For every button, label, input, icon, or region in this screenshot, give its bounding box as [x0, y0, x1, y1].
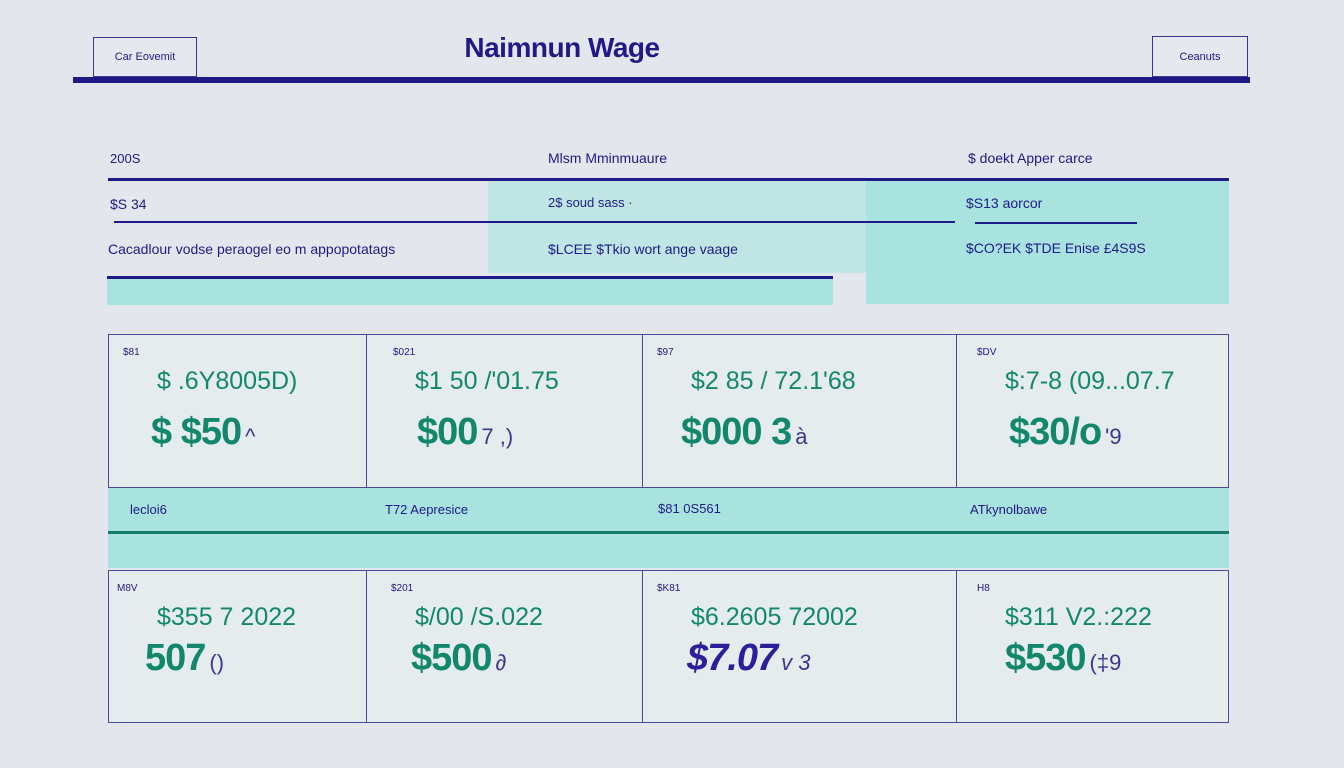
- band-label: T72 Aepresice: [385, 502, 469, 517]
- table-row1-cell3: $S13 aorcor: [966, 195, 1043, 211]
- card-label: H8: [977, 583, 990, 594]
- card-value: $7.07 v 3: [687, 637, 811, 679]
- left-header-button-label: Car Eovemit: [114, 51, 176, 63]
- wage-card: H8 $311 V2.:222 $530 (‡9: [956, 570, 1229, 723]
- card-value: $30/o '9: [1009, 411, 1122, 453]
- table-header-year: 200S: [110, 151, 141, 166]
- card-label: $021: [393, 347, 416, 358]
- table-row1-divider: [114, 221, 955, 223]
- card-label: $97: [657, 347, 674, 358]
- table-row1-cell2: 2$ soud sass ·: [548, 195, 633, 210]
- table-row2-cell2: $LCEE $Tkio wort ange vaage: [548, 241, 738, 257]
- wage-card: $81 $ .6Y8005D) $ $50 ^: [108, 334, 367, 488]
- wage-card: $K81 $6.2605 72002 $7.07 v 3: [642, 570, 957, 723]
- table-row1-divider-short: [975, 222, 1137, 224]
- table-row2-cell3: $CO?EK $TDE Enise £4S9S: [966, 240, 1146, 256]
- header-divider: [73, 77, 1250, 83]
- wage-card: $201 $/00 /S.022 $500 ∂: [366, 570, 643, 723]
- card-value: $ $50 ^: [151, 411, 256, 453]
- left-header-button[interactable]: Car Eovemit: [93, 37, 197, 77]
- card-value: $00 7 ,): [417, 411, 514, 453]
- wage-card: $021 $1 50 /'01.75 $00 7 ,): [366, 334, 643, 488]
- table-row1-cell1: $S 34: [110, 196, 147, 212]
- card-range: $311 V2.:222: [1005, 603, 1152, 631]
- card-label: $DV: [977, 347, 997, 358]
- table-header-divider: [108, 178, 1229, 181]
- table-header-minimum: Mlsm Mminmuaure: [548, 150, 668, 166]
- table-row2-cell1: Cacadlour vodse peraogel eo m appopotata…: [108, 241, 396, 257]
- card-range: $2 85 / 72.1'68: [691, 367, 856, 395]
- card-range: $ .6Y8005D): [157, 367, 298, 395]
- table-header-rate: $ doekt Apper carce: [968, 150, 1093, 166]
- page-title: Naimnun Wage: [464, 32, 660, 63]
- table-highlight-right: [866, 181, 1229, 304]
- right-header-button[interactable]: Ceanuts: [1152, 36, 1248, 77]
- right-header-button-label: Ceanuts: [1179, 50, 1221, 63]
- table-highlight-bottom: [107, 279, 833, 305]
- table-highlight-middle: [488, 181, 866, 273]
- category-band-divider: [108, 531, 1229, 534]
- category-band: [108, 488, 1229, 568]
- card-range: $1 50 /'01.75: [415, 367, 559, 395]
- card-label: $K81: [657, 583, 681, 594]
- card-value: $530 (‡9: [1005, 637, 1122, 679]
- band-label: ATkynolbawe: [970, 502, 1048, 517]
- band-label: $81 0S561: [658, 501, 721, 516]
- card-label: $201: [391, 583, 414, 594]
- card-value: 507(): [145, 637, 225, 679]
- card-range: $/00 /S.022: [415, 603, 543, 631]
- wage-card: M8V $355 7 2022 507(): [108, 570, 367, 723]
- card-range: $6.2605 72002: [691, 603, 858, 631]
- card-label: $81: [123, 347, 140, 358]
- table-row2-divider: [107, 276, 833, 279]
- band-label: lecloi6: [130, 502, 167, 517]
- card-range: $:7-8 (09...07.7: [1005, 367, 1175, 395]
- card-value: $500 ∂: [411, 637, 507, 679]
- card-label: M8V: [117, 583, 138, 594]
- card-range: $355 7 2022: [157, 603, 297, 631]
- wage-card: $DV $:7-8 (09...07.7 $30/o '9: [956, 334, 1229, 488]
